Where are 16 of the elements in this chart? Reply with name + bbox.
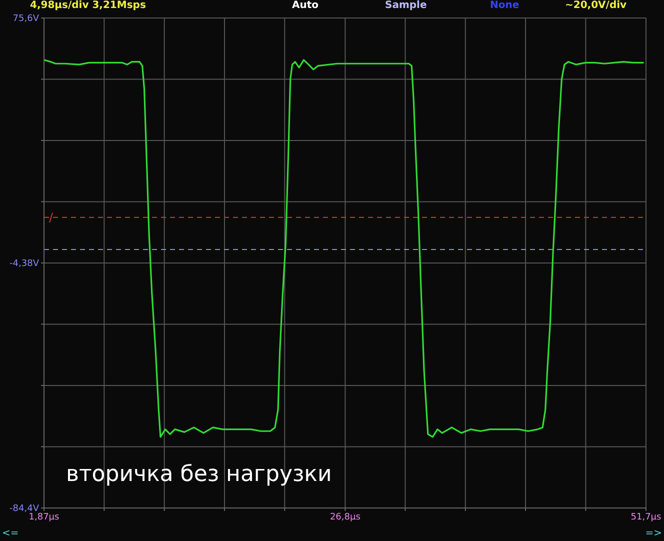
text: 4,98µs/div 3,21Msps	[30, 0, 146, 11]
y-tick-label: -4,38V	[10, 259, 40, 270]
ref-line-label: /	[49, 210, 54, 225]
y-tick-label: 75,6V	[12, 14, 40, 24]
x-tick-label: 26,8µs	[330, 512, 361, 522]
text: None	[490, 0, 520, 11]
line-series	[44, 59, 645, 438]
text: Sample	[385, 0, 427, 11]
text: =>	[645, 528, 662, 539]
text: ~20,0V/div	[565, 0, 627, 11]
annotation: вторичка без нагрузки	[66, 462, 332, 487]
text: Auto	[292, 0, 319, 11]
text: <=	[2, 528, 19, 539]
x-tick-label: 1,87µs	[28, 512, 60, 522]
y-tick-label: -84,4V	[10, 504, 40, 514]
x-tick-label: 51,7µs	[630, 512, 662, 522]
